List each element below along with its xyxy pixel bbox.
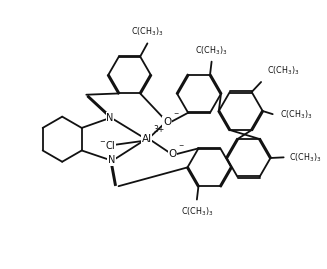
Text: C(CH$_3$)$_3$: C(CH$_3$)$_3$ (289, 151, 321, 164)
Text: $^{-}$Cl: $^{-}$Cl (99, 139, 116, 151)
Text: C(CH$_3$)$_3$: C(CH$_3$)$_3$ (181, 205, 213, 218)
Text: C(CH$_3$)$_3$: C(CH$_3$)$_3$ (280, 108, 313, 121)
Text: C(CH$_3$)$_3$: C(CH$_3$)$_3$ (195, 44, 228, 57)
Text: N: N (106, 113, 114, 123)
Text: N: N (108, 155, 115, 165)
Text: $^{-}$: $^{-}$ (173, 110, 180, 119)
Text: O: O (169, 149, 177, 159)
Text: 3+: 3+ (154, 126, 165, 134)
Text: O: O (163, 117, 171, 127)
Text: $^{-}$: $^{-}$ (179, 142, 185, 151)
Text: C(CH$_3$)$_3$: C(CH$_3$)$_3$ (131, 26, 164, 38)
Text: Al: Al (142, 134, 152, 144)
Text: C(CH$_3$)$_3$: C(CH$_3$)$_3$ (267, 65, 300, 77)
